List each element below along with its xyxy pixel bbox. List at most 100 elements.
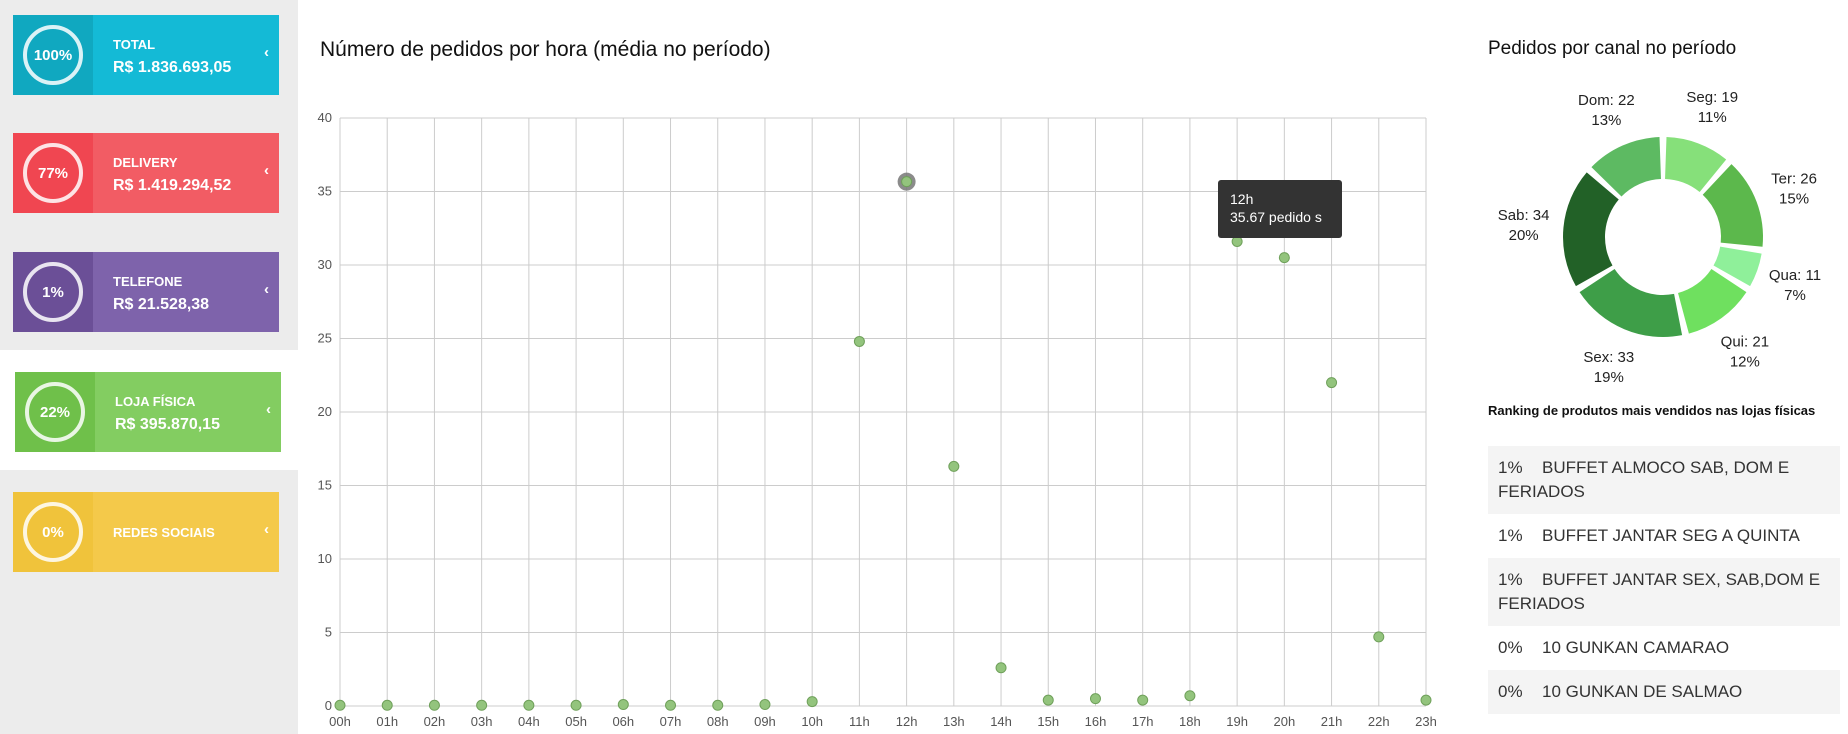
- card-loja-fisica[interactable]: 22% LOJA FÍSICA R$ 395.870,15 ‹: [15, 372, 281, 452]
- x-tick-label: 02h: [424, 714, 446, 729]
- card-info: LOJA FÍSICA R$ 395.870,15 ‹: [95, 372, 281, 452]
- y-tick-label: 40: [318, 110, 332, 125]
- right-panel: Pedidos por canal no período Seg: 19 11% T…: [1470, 0, 1848, 734]
- card-telefone[interactable]: 1% TELEFONE R$ 21.528,38 ‹: [13, 252, 279, 332]
- x-tick-label: 23h: [1415, 714, 1437, 729]
- slice-label: Qua: 11: [1769, 267, 1821, 284]
- x-tick-label: 01h: [376, 714, 398, 729]
- card-percent-area: 1%: [13, 252, 93, 332]
- card-value: R$ 395.870,15: [115, 416, 220, 433]
- card-value: R$ 21.528,38: [113, 296, 210, 313]
- data-point[interactable]: [1420, 694, 1432, 706]
- data-point[interactable]: [1089, 693, 1101, 705]
- card-value: R$ 1.836.693,05: [113, 59, 232, 76]
- card-percent-area: 22%: [15, 372, 95, 452]
- scatter-plot: 0 5 10 15 20 25 30 35 40 00h 01h 02h 03h 04h 05h 06h 07h…: [318, 110, 1437, 729]
- ranking-product: 10 GUNKAN DE SALMAO: [1542, 682, 1743, 701]
- card-percent-area: 77%: [13, 133, 93, 213]
- data-point[interactable]: [1042, 694, 1054, 706]
- chevron-left-icon[interactable]: ‹: [266, 401, 271, 418]
- data-point[interactable]: [334, 699, 346, 711]
- ranking-row[interactable]: 0% 10 GUNKAN DE SALMAO: [1488, 670, 1840, 714]
- x-tick-label: 11h: [849, 714, 870, 729]
- data-point[interactable]: [712, 699, 724, 711]
- percent-ring: 100%: [23, 25, 83, 85]
- data-point[interactable]: [901, 176, 913, 188]
- chevron-left-icon[interactable]: ‹: [264, 162, 269, 179]
- x-tick-label: 17h: [1132, 714, 1154, 729]
- tooltip-value: 35.67 pedido s: [1230, 209, 1322, 225]
- percent-ring: 0%: [23, 502, 83, 562]
- slice-percent: 20%: [1509, 227, 1539, 244]
- card-label: DELIVERY: [113, 155, 178, 170]
- percent-ring: 1%: [23, 262, 83, 322]
- donut-slice[interactable]: [1713, 246, 1762, 287]
- card-total[interactable]: 100% TOTAL R$ 1.836.693,05 ‹: [13, 15, 279, 95]
- slice-label: Sex: 33: [1583, 349, 1634, 366]
- ranking-row[interactable]: 0% 10 GUNKAN CAMARAO: [1488, 626, 1840, 670]
- slice-label: Ter: 26: [1771, 171, 1817, 188]
- data-point[interactable]: [759, 699, 771, 711]
- data-point[interactable]: [948, 460, 960, 472]
- slice-label: Sab: 34: [1498, 207, 1550, 224]
- y-tick-label: 35: [318, 184, 332, 199]
- donut-slice[interactable]: [1579, 268, 1683, 337]
- x-tick-label: 21h: [1321, 714, 1343, 729]
- x-tick-label: 15h: [1037, 714, 1059, 729]
- x-tick-label: 00h: [329, 714, 351, 729]
- donut-slice[interactable]: [1702, 164, 1763, 247]
- ranking-product: BUFFET JANTAR SEG A QUINTA: [1542, 526, 1800, 545]
- data-point[interactable]: [853, 335, 865, 347]
- data-point[interactable]: [1137, 694, 1149, 706]
- data-point[interactable]: [428, 699, 440, 711]
- donut-slice[interactable]: [1665, 137, 1727, 193]
- y-tick-label: 0: [325, 698, 332, 713]
- data-point[interactable]: [1278, 252, 1290, 264]
- card-label: LOJA FÍSICA: [115, 394, 196, 409]
- card-label: REDES SOCIAIS: [113, 525, 215, 540]
- data-point[interactable]: [995, 662, 1007, 674]
- data-point[interactable]: [476, 699, 488, 711]
- chevron-left-icon[interactable]: ‹: [264, 44, 269, 61]
- data-point[interactable]: [381, 699, 393, 711]
- ranking-row[interactable]: 1% BUFFET ALMOCO SAB, DOM E FERIADOS: [1488, 446, 1840, 514]
- y-tick-label: 25: [318, 331, 332, 346]
- orders-per-hour-chart: Número de pedidos por hora (média no per…: [298, 0, 1458, 734]
- ranking-row[interactable]: 1% BUFFET JANTAR SEX, SAB,DOM E FERIADOS: [1488, 558, 1840, 626]
- data-point[interactable]: [1184, 690, 1196, 702]
- data-point[interactable]: [617, 699, 629, 711]
- card-label: TOTAL: [113, 37, 156, 52]
- slice-percent: 19%: [1594, 369, 1624, 386]
- ranking-title: Ranking de produtos mais vendidos nas lo…: [1488, 403, 1816, 418]
- chart-title: Número de pedidos por hora (média no per…: [320, 38, 771, 61]
- card-delivery[interactable]: 77% DELIVERY R$ 1.419.294,52 ‹: [13, 133, 279, 213]
- data-point[interactable]: [1326, 377, 1338, 389]
- x-tick-label: 13h: [943, 714, 965, 729]
- x-tick-label: 10h: [801, 714, 823, 729]
- ranking-row[interactable]: 1% BUFFET JANTAR SEG A QUINTA: [1488, 514, 1840, 558]
- y-tick-label: 15: [318, 478, 332, 493]
- data-point[interactable]: [570, 699, 582, 711]
- x-tick-label: 16h: [1085, 714, 1107, 729]
- data-point[interactable]: [523, 699, 535, 711]
- x-tick-label: 04h: [518, 714, 540, 729]
- card-redes-sociais[interactable]: 0% REDES SOCIAIS ‹: [13, 492, 279, 572]
- card-info: REDES SOCIAIS ‹: [93, 492, 279, 572]
- donut-slice[interactable]: [1563, 172, 1619, 287]
- chevron-left-icon[interactable]: ‹: [264, 521, 269, 538]
- x-tick-label: 12h: [896, 714, 918, 729]
- slice-percent: 15%: [1779, 191, 1809, 208]
- data-point[interactable]: [1373, 631, 1385, 643]
- chevron-left-icon[interactable]: ‹: [264, 281, 269, 298]
- x-tick-label: 14h: [990, 714, 1012, 729]
- percent-ring: 77%: [23, 143, 83, 203]
- donut-slice[interactable]: [1678, 268, 1747, 334]
- donut-slice[interactable]: [1591, 137, 1661, 197]
- x-tick-label: 03h: [471, 714, 493, 729]
- donut-chart-title: Pedidos por canal no período: [1488, 38, 1737, 59]
- data-point[interactable]: [665, 699, 677, 711]
- x-tick-label: 08h: [707, 714, 729, 729]
- slice-label: Seg: 19: [1686, 89, 1738, 106]
- ranking-percent: 1%: [1498, 526, 1523, 545]
- data-point[interactable]: [806, 696, 818, 708]
